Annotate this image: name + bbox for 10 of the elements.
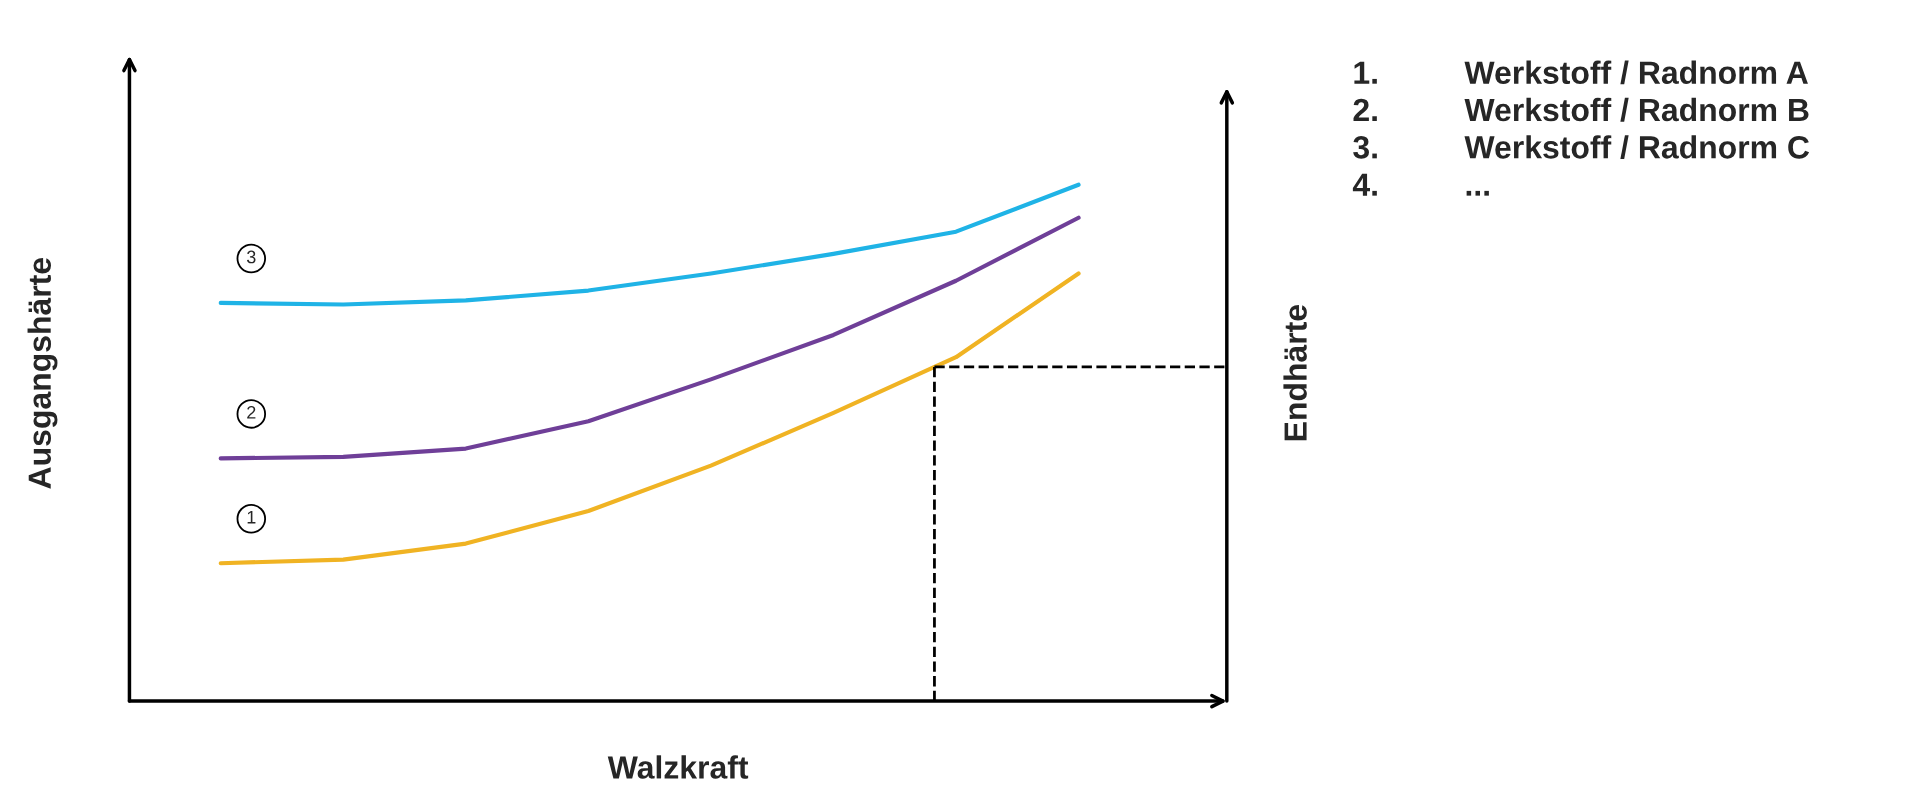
- text: 4. ...: [1352, 173, 1489, 196]
- x-axis-title: Walzkraft: [607, 755, 749, 779]
- text: 2. Werkstoff / Radnorm B: [1353, 97, 1809, 122]
- text: 3. Werkstoff / Radnorm C: [1353, 135, 1810, 159]
- text: 3: [246, 250, 256, 264]
- text: 2: [247, 406, 256, 419]
- text: 1: [247, 511, 256, 524]
- y-axis-title: Ausgangshärte: [27, 257, 58, 489]
- y2-axis-title: Endhärte: [1283, 305, 1307, 441]
- text: 1. Werkstoff / Radnorm A: [1354, 60, 1808, 85]
